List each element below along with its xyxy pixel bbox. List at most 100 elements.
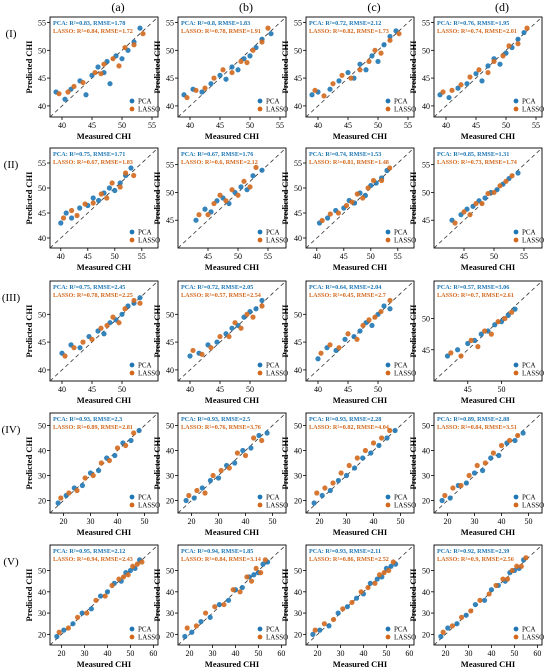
lasso-point <box>217 192 223 198</box>
y-axis-label: Predicted CHI <box>24 304 34 358</box>
pca-point <box>198 618 204 625</box>
pca-point <box>360 455 366 461</box>
y-tick-label: 50 <box>422 567 430 576</box>
legend-label: LASSO <box>394 502 416 510</box>
plot-frame <box>305 16 415 118</box>
pca-point <box>310 631 316 637</box>
lasso-point <box>104 322 110 329</box>
legend-marker-pca <box>129 626 135 632</box>
one-to-one-line <box>49 16 159 118</box>
pca-point <box>97 593 104 599</box>
pca-point <box>357 61 363 67</box>
legend-label: PCA <box>138 98 152 106</box>
legend-marker-pca <box>513 494 519 500</box>
lasso-point <box>202 490 208 496</box>
lasso-point <box>372 47 378 53</box>
lasso-stats: LASSO: R²=0.89, RMSE=2.81 <box>53 424 133 431</box>
lasso-point <box>440 89 446 95</box>
lasso-point <box>116 576 122 582</box>
lasso-stats: LASSO: R²=0.82, RMSE=1.73 <box>309 28 389 35</box>
lasso-point <box>186 492 192 499</box>
lasso-point <box>458 82 464 88</box>
pca-point <box>69 215 75 221</box>
legend-marker-lasso <box>129 106 135 112</box>
lasso-point <box>211 200 217 207</box>
pca-point <box>264 430 270 436</box>
legend-marker-lasso <box>129 237 135 243</box>
x-tick-label: 40 <box>370 517 378 526</box>
lasso-point <box>488 331 494 337</box>
lasso-point <box>196 212 202 218</box>
legend-marker-pca <box>129 494 135 500</box>
x-axis-label: Measured CHI <box>333 659 388 669</box>
legend-label: PCA <box>394 626 408 634</box>
x-tick-label: 55 <box>532 121 540 130</box>
legend-label: PCA <box>266 98 280 106</box>
y-tick-label: 55 <box>166 19 174 28</box>
pca-point <box>112 452 118 459</box>
pca-point <box>368 450 374 456</box>
subplot: 20 30 40 50 60 20 30 40 50 PCA: R²=0.92, RMSE=2.3… <box>408 544 544 669</box>
pca-point <box>107 81 113 87</box>
lasso-point <box>468 337 474 343</box>
pca-point <box>117 180 123 186</box>
pca-point <box>106 185 112 191</box>
x-tick-label: 55 <box>148 121 156 130</box>
y-axis-label: Predicted CHI <box>24 568 34 622</box>
lasso-point <box>247 184 253 190</box>
x-tick-label: 50 <box>126 649 134 658</box>
lasso-point <box>229 187 235 193</box>
legend-marker-lasso <box>385 502 391 508</box>
x-axis-label: Measured CHI <box>333 131 388 141</box>
lasso-point <box>349 599 355 606</box>
lasso-point <box>223 198 229 204</box>
legend-label: LASSO <box>266 237 288 245</box>
legend-label: PCA <box>138 229 152 237</box>
y-tick-label: 40 <box>294 588 302 597</box>
row-label: (I) <box>6 28 17 40</box>
pca-point <box>96 467 102 474</box>
lasso-point <box>506 43 512 49</box>
lasso-stats: LASSO: R²=0.84, RMSE=3.51 <box>437 424 517 431</box>
pca-point <box>208 81 214 87</box>
legend-marker-pca <box>257 98 263 104</box>
y-tick-label: 55 <box>38 19 46 28</box>
x-tick-label: 50 <box>498 385 506 394</box>
pca-point <box>505 312 511 318</box>
lasso-point <box>66 490 72 496</box>
y-tick-label: 20 <box>294 497 302 506</box>
lasso-stats: LASSO: R²=0.45, RMSE=2.7 <box>309 292 386 299</box>
lasso-point <box>514 563 520 569</box>
lasso-point <box>242 452 249 459</box>
lasso-point <box>515 41 521 47</box>
x-axis-label: Measured CHI <box>333 395 388 405</box>
lasso-point <box>205 212 211 218</box>
plot-frame <box>433 147 543 249</box>
pca-point <box>438 633 444 640</box>
lasso-point <box>345 331 351 337</box>
pca-point <box>446 94 452 101</box>
pca-point <box>127 567 134 574</box>
pca-point <box>256 432 262 439</box>
pca-point <box>183 497 189 504</box>
x-tick-label: 40 <box>186 121 194 130</box>
pca-point <box>521 29 527 36</box>
legend-marker-pca <box>129 229 135 235</box>
lasso-point <box>365 185 371 191</box>
y-tick-label: 50 <box>38 46 46 55</box>
lasso-point <box>509 173 515 179</box>
y-tick-label: 45 <box>294 74 302 83</box>
y-tick-label: 40 <box>38 447 46 456</box>
legend-label: LASSO <box>522 370 544 378</box>
pca-point <box>207 477 213 484</box>
lasso-point <box>474 462 480 469</box>
lasso-point <box>110 314 116 320</box>
pca-point <box>381 42 387 48</box>
y-tick-label: 50 <box>294 46 302 55</box>
legend-label: LASSO <box>394 237 416 245</box>
lasso-point <box>485 69 491 76</box>
